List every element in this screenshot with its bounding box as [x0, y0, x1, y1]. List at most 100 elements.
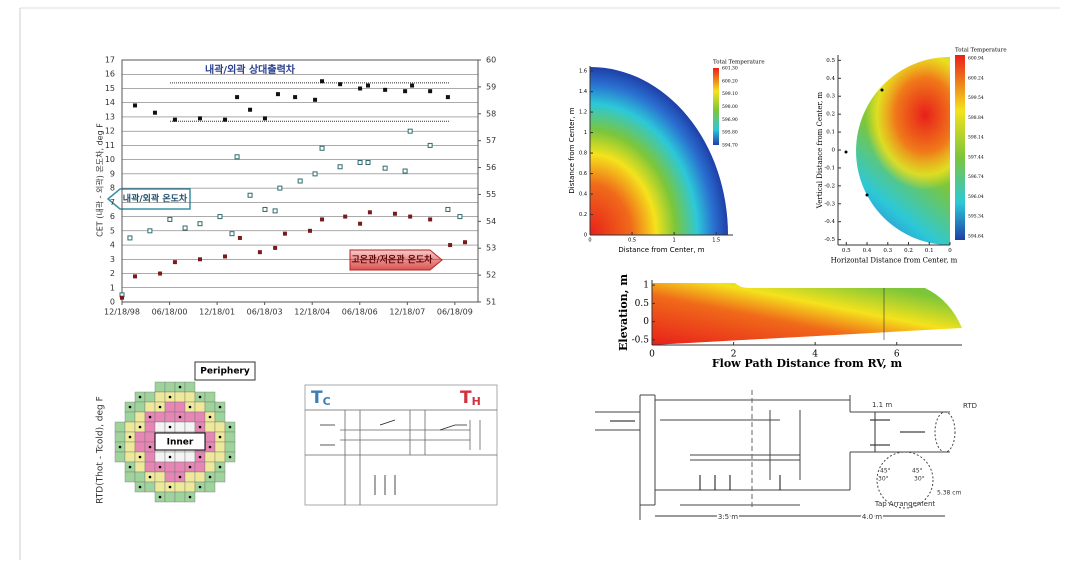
core-dot: [168, 425, 172, 429]
x-tick-label: 0: [588, 238, 591, 244]
core-dot: [228, 455, 232, 459]
core-dot: [208, 475, 212, 479]
core-dot: [178, 385, 182, 389]
x-tick-label: 4: [812, 350, 818, 360]
x-tick-label: 06/18/06: [342, 308, 378, 317]
y-axis-label: Vertical Distance from Center, m: [816, 91, 824, 209]
core-cell: [174, 461, 186, 473]
colorbar-label: 594.70: [722, 143, 738, 149]
x-tick-label: 2: [731, 350, 737, 360]
core-dot: [148, 415, 152, 419]
colorbar-label: 594.64: [968, 234, 984, 240]
core-dot: [138, 395, 142, 399]
point: [158, 271, 163, 276]
y-tick-label: -0.5: [824, 237, 835, 243]
y-tick-label: 1: [643, 281, 649, 291]
angle-label: 30°: [878, 476, 889, 483]
point: [282, 231, 287, 236]
core-dot: [138, 485, 142, 489]
y-tick-label: 10: [105, 155, 115, 164]
t-hot-main: T: [460, 388, 472, 408]
core-dot: [158, 465, 162, 469]
core-dot: [198, 455, 202, 459]
flow-diagram: TC TH: [304, 384, 498, 506]
core-cell: [224, 441, 236, 453]
rtd-label: RTD: [963, 402, 977, 410]
core-cell: [174, 491, 186, 503]
core-cell: [194, 471, 206, 483]
core-cell: [194, 411, 206, 423]
point: [457, 214, 463, 220]
arrow: [349, 249, 443, 271]
contour-1: [590, 67, 728, 235]
y2-tick-label: 60: [486, 56, 496, 65]
core-cell: [194, 401, 206, 413]
colorbar: [713, 68, 719, 145]
colorbar-title: Total Temperature: [713, 60, 765, 66]
core-dot: [148, 475, 152, 479]
core-cell: [164, 381, 176, 393]
point: [248, 107, 253, 112]
x-tick-label: 06/18/03: [247, 308, 283, 317]
core-cell: [114, 431, 126, 443]
core-cell: [164, 411, 176, 423]
width-label: 3.5 m: [718, 513, 738, 521]
point: [293, 95, 298, 100]
point: [167, 216, 173, 222]
point: [358, 86, 363, 91]
point: [338, 82, 343, 87]
colorbar-label: 601.30: [722, 66, 738, 72]
core-cell: [134, 401, 146, 413]
y2-tick-label: 53: [486, 244, 496, 253]
y-tick-label: -0.1: [824, 165, 835, 171]
core-cell: [184, 421, 196, 433]
x-tick-label: 0.3: [883, 248, 892, 254]
colorbar-label: 595.80: [722, 130, 738, 136]
core-dot: [148, 445, 152, 449]
point: [448, 243, 453, 248]
core-dot: [188, 405, 192, 409]
colorbar-label: 595.34: [968, 214, 984, 220]
point: [262, 116, 267, 121]
label-box: [154, 432, 206, 451]
point: [445, 95, 450, 100]
core-dot: [188, 495, 192, 499]
core-cell: [114, 421, 126, 433]
core-cell: [144, 461, 156, 473]
y-tick-label: 0: [832, 148, 836, 154]
core-dot: [168, 395, 172, 399]
core-cell: [204, 481, 216, 493]
y-tick-label: 3: [110, 255, 115, 264]
probe: [880, 88, 884, 92]
point: [392, 211, 397, 216]
core-cell: [204, 391, 216, 403]
x-tick-label: 1.5: [712, 238, 720, 244]
core-cell: [184, 451, 196, 463]
flow-arrow: [320, 419, 467, 495]
core-dot: [168, 485, 172, 489]
colorbar-label: 598.84: [968, 115, 984, 121]
core-cell: [204, 431, 216, 443]
core-cell: [164, 491, 176, 503]
flow-arrow: [610, 419, 925, 490]
point: [428, 89, 433, 94]
y-tick-label: 0.6: [579, 171, 587, 177]
core-cell: [164, 471, 176, 483]
y-tick-label: 0.2: [579, 212, 587, 218]
t-hot: TH: [460, 388, 481, 408]
y-tick-label: 9: [110, 169, 115, 178]
y-tick-label: 0: [643, 317, 649, 327]
core-cell: [214, 451, 226, 463]
core-cell: [134, 411, 146, 423]
core-dot: [198, 395, 202, 399]
core-dot: [218, 465, 222, 469]
point: [313, 97, 318, 102]
point: [237, 235, 242, 240]
height-label: 1.1 m: [872, 401, 892, 409]
periphery-label: Periphery: [200, 367, 250, 377]
point: [217, 214, 223, 220]
x-tick-label: 12/18/98: [104, 308, 140, 317]
core-dot: [178, 415, 182, 419]
point: [197, 116, 202, 121]
